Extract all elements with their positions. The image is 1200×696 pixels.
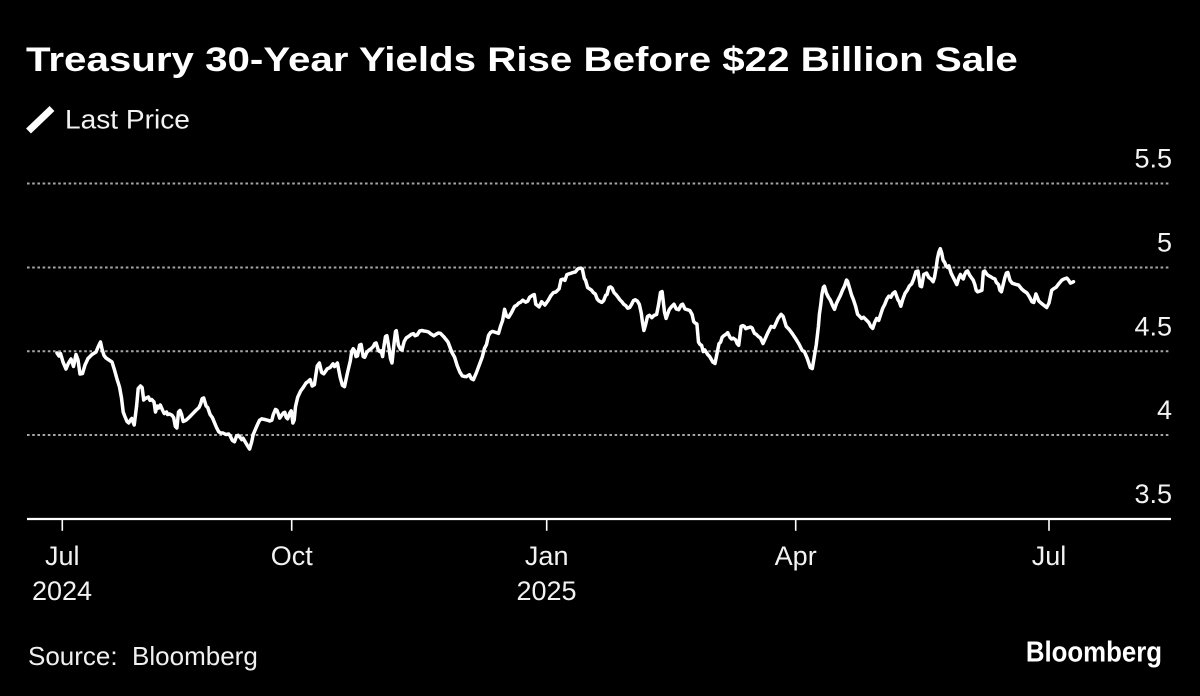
svg-text:Jul: Jul [45, 541, 80, 571]
svg-text:Jul: Jul [1032, 541, 1067, 571]
svg-text:Bloomberg: Bloomberg [1026, 635, 1162, 668]
svg-text:Last Price: Last Price [65, 104, 190, 134]
svg-text:Oct: Oct [271, 541, 314, 571]
svg-text:5.5: 5.5 [1134, 144, 1172, 174]
svg-text:4: 4 [1157, 395, 1172, 425]
svg-text:Jan: Jan [525, 541, 569, 571]
svg-text:3.5: 3.5 [1134, 479, 1172, 509]
svg-text:Apr: Apr [775, 541, 817, 571]
svg-text:4.5: 4.5 [1134, 311, 1172, 341]
svg-text:Treasury 30-Year Yields Rise B: Treasury 30-Year Yields Rise Before $22 … [26, 40, 1018, 78]
svg-text:2025: 2025 [516, 576, 576, 606]
svg-text:Source: Bloomberg: Source: Bloomberg [28, 641, 258, 671]
svg-text:2024: 2024 [32, 576, 92, 606]
svg-text:5: 5 [1157, 228, 1172, 258]
